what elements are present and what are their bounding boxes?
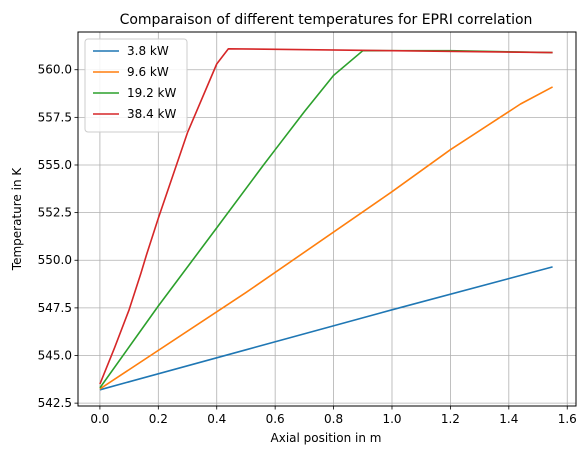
y-tick-label: 555.0 — [38, 158, 72, 172]
y-tick-label: 545.0 — [38, 349, 72, 363]
x-tick-label: 1.2 — [441, 412, 460, 426]
y-axis-ticks: 542.5 545.0 547.5 550.0 552.5 555.0 557.5 560.0 — [38, 63, 78, 410]
x-axis-ticks: 0.0 0.2 0.4 0.6 0.8 1.0 1.2 1.4 1.6 — [90, 406, 576, 426]
x-tick-label: 0.8 — [324, 412, 343, 426]
legend-label: 38.4 kW — [127, 107, 176, 121]
legend-label: 19.2 kW — [127, 86, 176, 100]
x-tick-label: 1.4 — [499, 412, 518, 426]
legend-label: 9.6 kW — [127, 65, 169, 79]
y-tick-label: 552.5 — [38, 206, 72, 220]
x-axis-label: Axial position in m — [271, 431, 382, 445]
y-tick-label: 560.0 — [38, 63, 72, 77]
y-tick-label: 557.5 — [38, 110, 72, 124]
x-tick-label: 1.0 — [382, 412, 401, 426]
y-tick-label: 547.5 — [38, 301, 72, 315]
y-tick-label: 550.0 — [38, 253, 72, 267]
x-tick-label: 0.0 — [90, 412, 109, 426]
legend: 3.8 kW 9.6 kW 19.2 kW 38.4 kW — [85, 39, 187, 132]
legend-label: 3.8 kW — [127, 44, 169, 58]
x-tick-label: 1.6 — [558, 412, 577, 426]
y-tick-label: 542.5 — [38, 396, 72, 410]
x-tick-label: 0.2 — [149, 412, 168, 426]
x-tick-label: 0.6 — [266, 412, 285, 426]
x-tick-label: 0.4 — [207, 412, 226, 426]
y-axis-label: Temperature in K — [10, 167, 24, 272]
chart-title: Comparaison of different temperatures fo… — [120, 12, 533, 28]
series-line — [100, 267, 553, 390]
